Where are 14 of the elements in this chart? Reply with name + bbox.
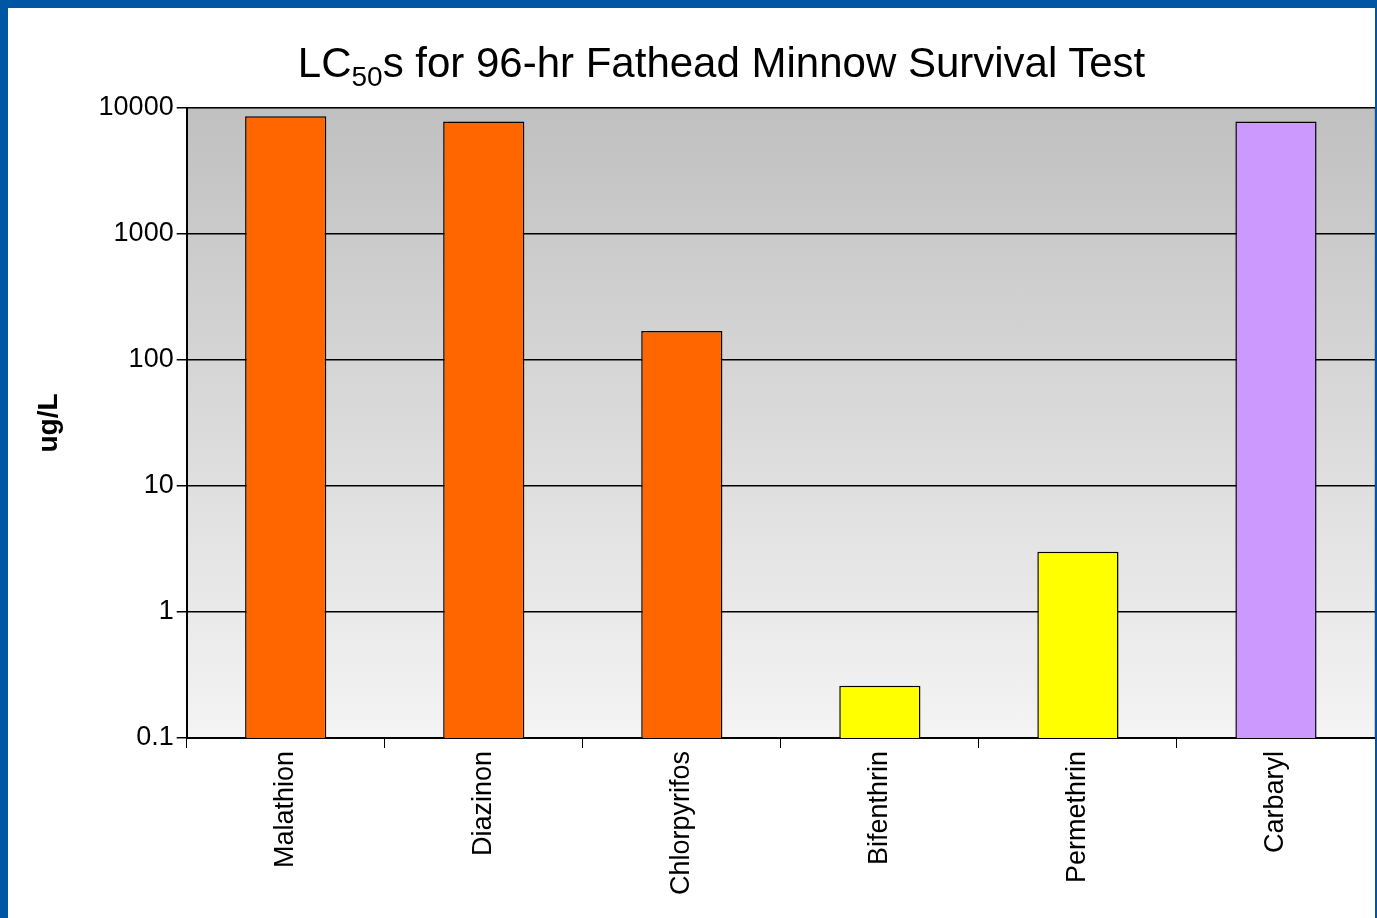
x-tick-label: Diazinon <box>467 750 498 857</box>
x-tick-label: Permethrin <box>1061 750 1092 883</box>
y-axis-title: ug/L <box>31 393 63 453</box>
y-tick-label: 10000 <box>98 91 174 122</box>
y-tick-label: 10 <box>143 469 174 500</box>
x-tick-label: Carbaryl <box>1259 750 1290 853</box>
y-tick-label: 1000 <box>113 217 174 248</box>
y-tick-label: 100 <box>128 343 174 374</box>
y-tick-label: 1 <box>158 595 174 626</box>
x-tick-label: Malathion <box>269 750 300 869</box>
y-tick-label: 0.1 <box>136 721 174 752</box>
chart-title: LC$_{50}$s for 96-hr Fathead Minnow Survival Test <box>297 39 1146 93</box>
x-tick-label: Chlorpyrifos <box>665 750 696 895</box>
x-tick-label: Bifenthrin <box>863 750 894 866</box>
